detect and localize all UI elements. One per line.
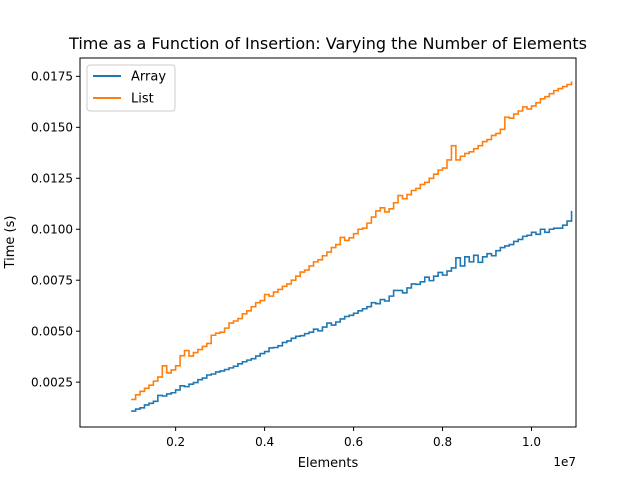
y-axis: 0.0025 0.0050 0.0075 0.0100 0.0125 0.0150 0.01…: [31, 70, 80, 389]
legend-label-list: List: [131, 92, 154, 107]
series-line-list: [131, 81, 573, 401]
x-axis: 0.2 0.4 0.6 0.8 1.0: [166, 427, 541, 449]
chart-title: Time as a Function of Insertion: Varying…: [68, 34, 587, 53]
plot-frame: [79, 57, 577, 428]
y-tick-label: 0.0100: [31, 223, 73, 237]
y-tick-label: 0.0125: [31, 172, 73, 186]
legend: Array List: [86, 64, 176, 112]
x-axis-offset-label: 1e7: [553, 455, 576, 469]
x-tick-label: 0.8: [433, 435, 452, 449]
y-tick-label: 0.0050: [31, 324, 73, 338]
plot-content: [131, 81, 573, 412]
y-tick-label: 0.0150: [31, 121, 73, 135]
x-tick-label: 0.4: [255, 435, 274, 449]
y-tick-label: 0.0175: [31, 70, 73, 84]
x-tick-label: 0.6: [344, 435, 363, 449]
series-line-array: [131, 210, 573, 412]
x-tick-label: 0.2: [166, 435, 185, 449]
y-tick-label: 0.0075: [31, 274, 73, 288]
y-tick-label: 0.0025: [31, 375, 73, 389]
legend-label-array: Array: [131, 70, 166, 85]
y-axis-label: Time (s): [3, 216, 18, 270]
x-axis-label: Elements: [298, 456, 359, 471]
x-tick-label: 1.0: [522, 435, 541, 449]
